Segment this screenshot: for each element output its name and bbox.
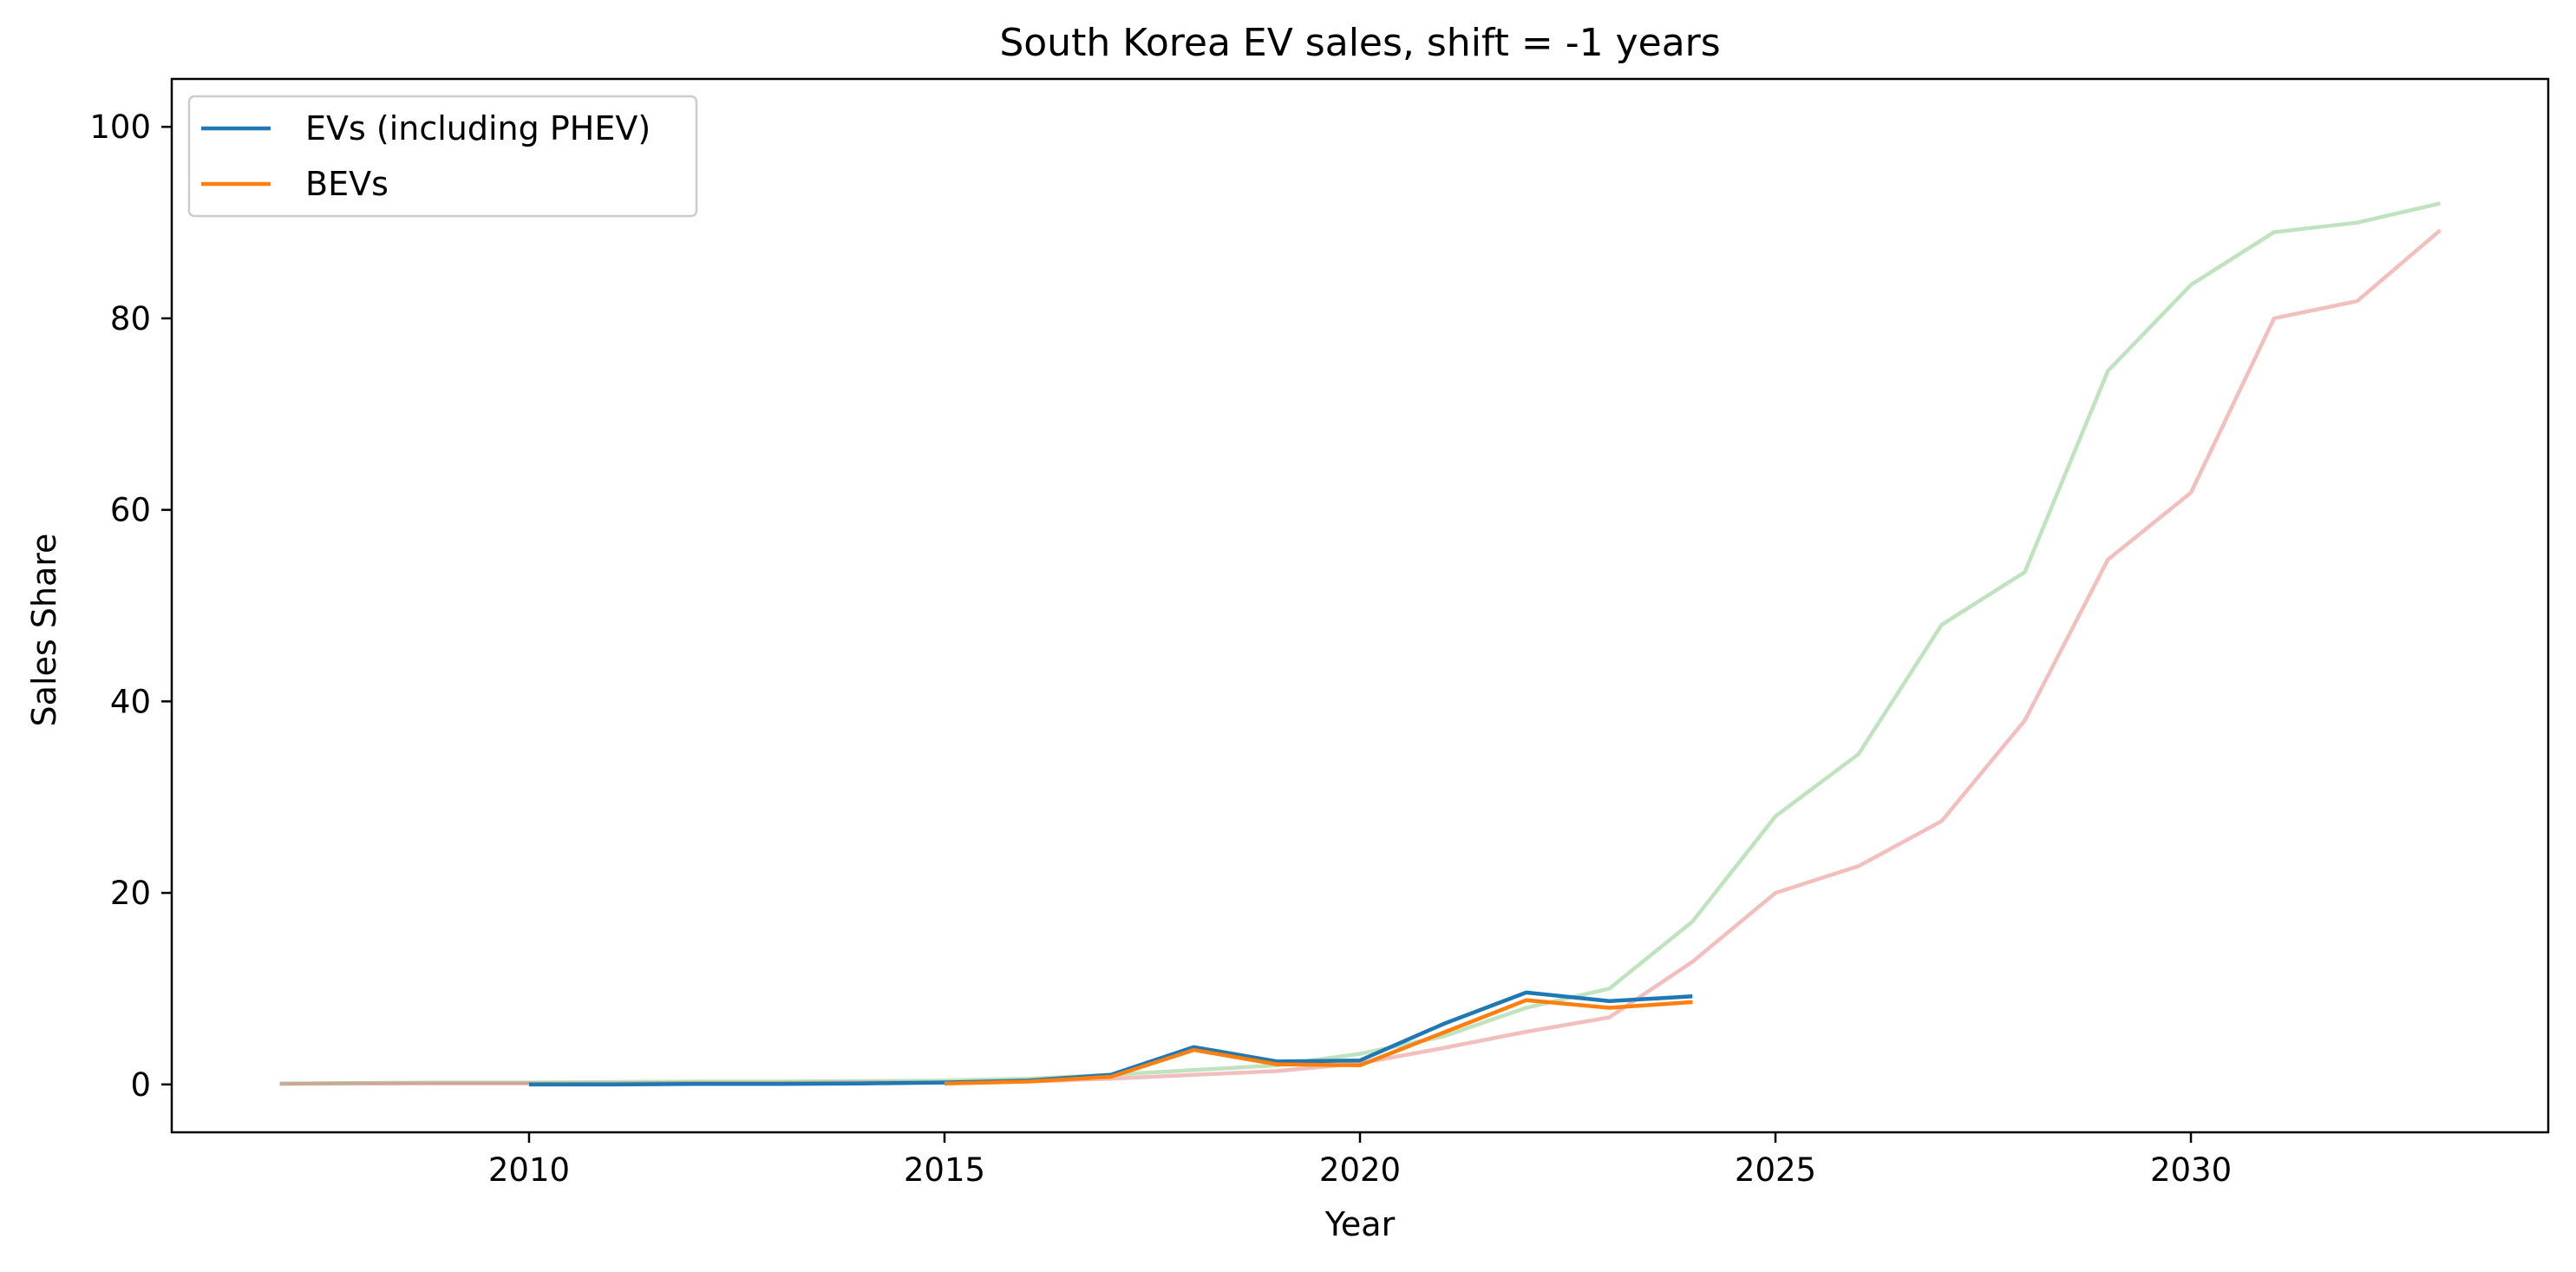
y-tick-label: 100: [89, 108, 151, 146]
series-line-3: [279, 201, 2441, 1085]
axes-layer: 2010 2015 2020 2025 2030 0 20 40 60 80 100: [89, 77, 2550, 1189]
x-tick-label: 2015: [904, 1151, 985, 1189]
x-tick-label: 2030: [2150, 1151, 2232, 1189]
legend-box: [187, 95, 698, 218]
y-axis-label: Sales Share: [25, 534, 63, 727]
y-tick-label: 60: [110, 492, 151, 529]
series-layer: [279, 201, 2442, 1087]
y-tick-label: 80: [110, 300, 151, 338]
x-tick-label: 2020: [1319, 1151, 1401, 1189]
x-axis-label: Year: [1324, 1205, 1396, 1243]
legend-label: BEVs: [305, 165, 389, 203]
x-tick-label: 2010: [488, 1151, 570, 1189]
series-line-2: [944, 998, 1693, 1085]
y-tick-label: 40: [110, 683, 151, 720]
chart-title: South Korea EV sales, shift = -1 years: [999, 21, 1720, 65]
y-tick-label: 20: [110, 875, 151, 912]
y-tick-label: 0: [130, 1066, 151, 1104]
x-tick-label: 2025: [1735, 1151, 1816, 1189]
legend: EVs (including PHEV) BEVs: [187, 95, 698, 218]
legend-label: EVs (including PHEV): [305, 109, 651, 148]
